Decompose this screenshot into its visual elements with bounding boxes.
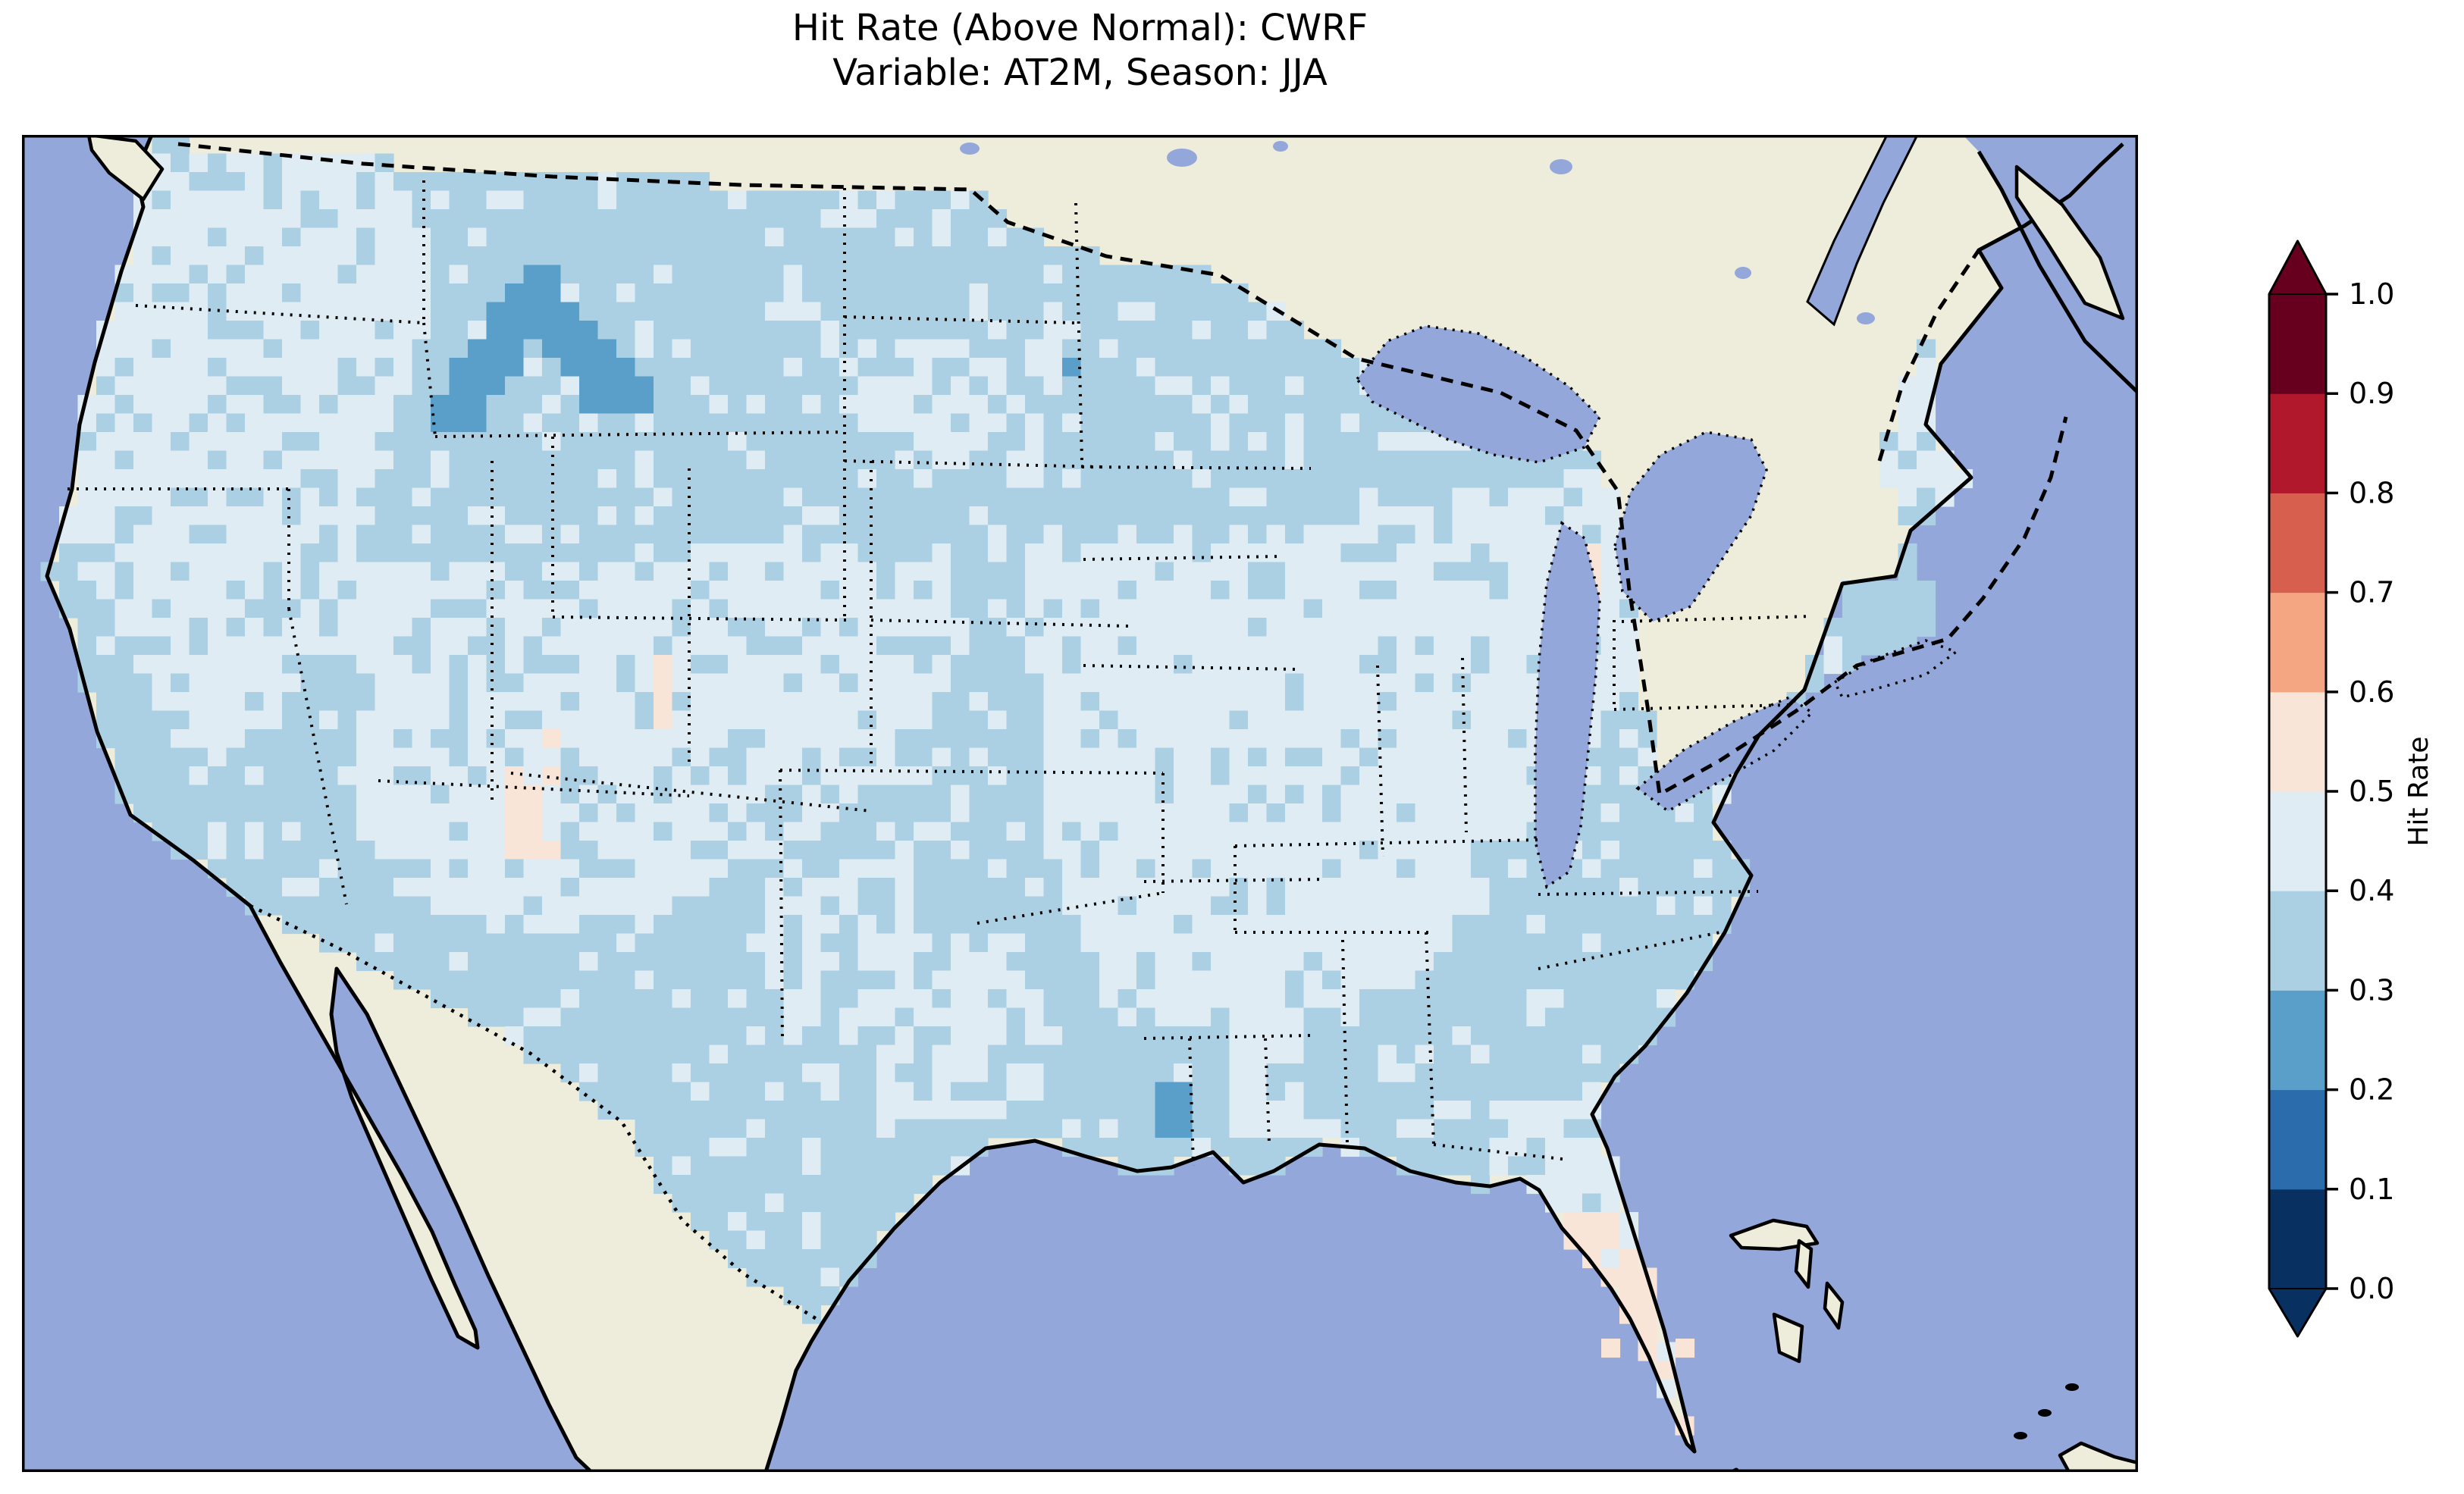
colorbar-tick-label: 0.3: [2349, 973, 2394, 1007]
bahamas-island: [1823, 1281, 1845, 1330]
colorbar-tick-label: 0.2: [2349, 1073, 2394, 1107]
colorbar-arrow-max: [2269, 241, 2326, 294]
title-line-1: Hit Rate (Above Normal): CWRF: [792, 7, 1368, 49]
colorbar-ticks: 0.0 0.1 0.2 0.3 0.4 0.5 0.6 0.7 0.8 0.9 1.0: [2326, 277, 2394, 1305]
colorbar-axis-label: Hit Rate: [2403, 736, 2434, 846]
lake: [1273, 141, 1288, 152]
great-lakes: [960, 135, 1959, 889]
figure-title: Hit Rate (Above Normal): CWRF Variable: …: [22, 6, 2138, 96]
colorbar-tick-label: 0.9: [2349, 377, 2394, 410]
map-frame: [22, 135, 2138, 1472]
islet: [2038, 1409, 2052, 1417]
lake: [1550, 159, 1572, 174]
bahamas-island: [1794, 1239, 1814, 1289]
colorbar-tick-label: 0.8: [2349, 476, 2394, 509]
st-lawrence-river: [1806, 135, 1919, 327]
us-map: [22, 135, 2138, 1472]
bahamas-island: [1729, 1218, 1820, 1251]
islands: [86, 135, 2138, 1472]
colorbar-tick-label: 0.6: [2349, 675, 2394, 709]
cuba: [2058, 1441, 2138, 1472]
coastlines: [45, 135, 2138, 1472]
vancouver-island: [86, 135, 165, 202]
islet: [2014, 1432, 2027, 1439]
colorbar-bins: [2269, 294, 2326, 1289]
title-line-2: Variable: AT2M, Season: JJA: [832, 52, 1328, 94]
colorbar-tick-label: 0.0: [2349, 1272, 2394, 1305]
colorbar-tick-label: 0.7: [2349, 576, 2394, 609]
hit-rate-grid-layer: [40, 135, 1973, 1436]
nova-scotia: [2014, 164, 2125, 321]
colorbar-arrow-min: [2269, 1289, 2326, 1336]
lake: [1167, 149, 1197, 167]
colorbar-tick-label: 1.0: [2349, 277, 2394, 311]
colorbar-tick-label: 0.1: [2349, 1173, 2394, 1206]
colorbar-tick-label: 0.5: [2349, 775, 2394, 808]
lake: [960, 143, 980, 155]
colorbar: 0.0 0.1 0.2 0.3 0.4 0.5 0.6 0.7 0.8 0.9 1.0 Hit Ra…: [2268, 240, 2434, 1338]
colorbar-tick-label: 0.4: [2349, 874, 2394, 907]
political-borders: [67, 142, 2068, 1324]
lake: [1735, 267, 1751, 279]
us-canada-border: [177, 142, 2068, 797]
lake: [1857, 312, 1875, 324]
islet: [2065, 1383, 2079, 1391]
bahamas-island: [1772, 1312, 1804, 1364]
state-borders: [67, 180, 1812, 1167]
